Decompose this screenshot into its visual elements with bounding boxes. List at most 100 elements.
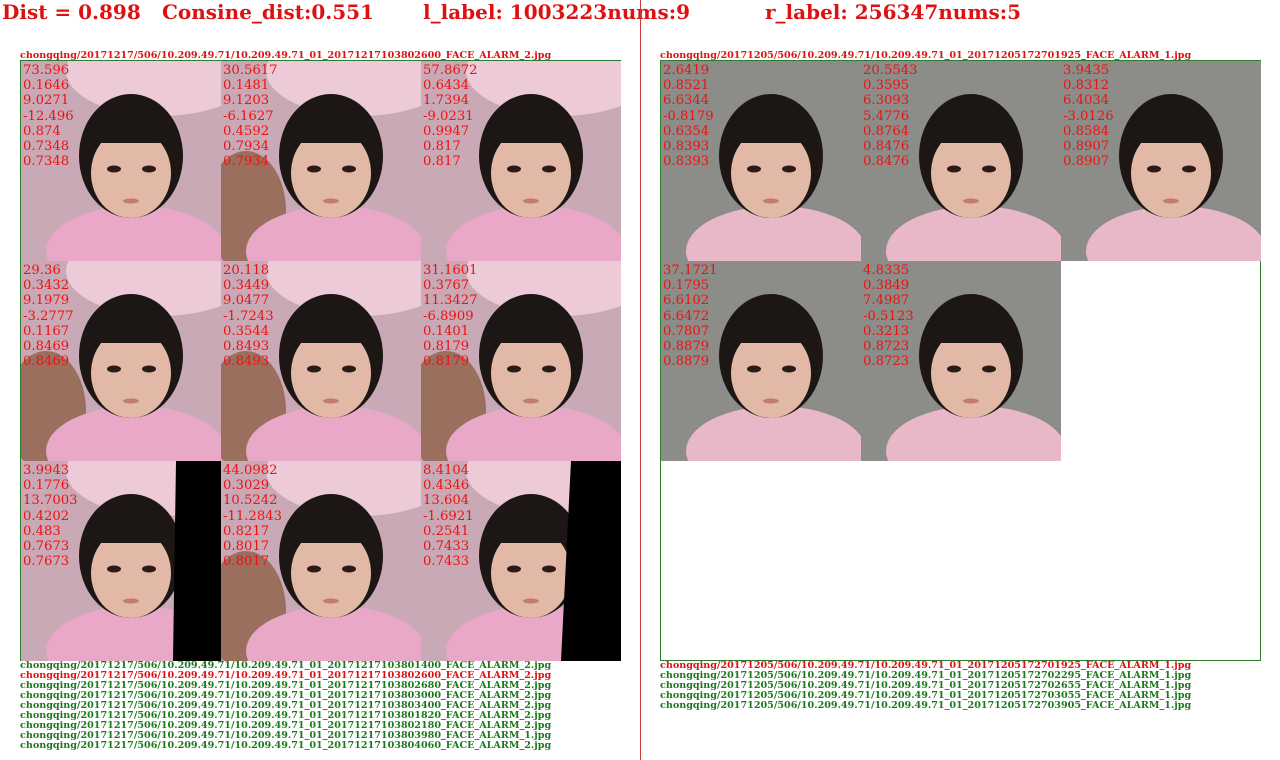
score-value: 0.7433 (423, 554, 470, 570)
score-values: 30.5617 0.1481 9.1203 -6.1627 0.4592 0.7934 0.… (223, 63, 278, 169)
score-value: 0.8393 (663, 154, 710, 170)
score-value: -0.8179 (663, 108, 714, 124)
score-value: 1.7394 (423, 93, 470, 109)
score-value: 0.8469 (23, 354, 70, 370)
file-name: chongqing/20171217/506/10.209.49.71/10.2… (20, 740, 552, 751)
score-value: -6.8909 (423, 308, 474, 324)
score-value: 73.596 (23, 63, 70, 78)
dist-score: Dist = 0.898 (2, 0, 141, 24)
score-value: 4.8335 (863, 263, 910, 278)
score-value: 0.2541 (423, 523, 470, 539)
score-value: 0.8907 (1063, 139, 1110, 155)
score-value: 0.3767 (423, 278, 470, 294)
score-value: 0.8476 (863, 139, 910, 155)
score-value: 8.4104 (423, 463, 470, 478)
score-value: 10.5242 (223, 493, 278, 509)
score-values: 29.36 0.3432 9.1979 -3.2777 0.1167 0.8469 0.84… (23, 263, 74, 369)
score-value: 0.483 (23, 523, 61, 539)
score-values: 44.0982 0.3029 10.5242 -11.2843 0.8217 0.8017… (223, 463, 282, 569)
score-value: 0.817 (423, 154, 461, 170)
score-value: 6.6344 (663, 93, 710, 109)
score-value: 9.1979 (23, 293, 70, 309)
left-face-cell: 20.118 0.3449 9.0477 -1.7243 0.3544 0.8493 0.8… (221, 261, 421, 461)
score-values: 4.8335 0.3849 7.4987 -0.5123 0.3213 0.8723 0.8… (863, 263, 914, 369)
score-value: 0.8879 (663, 354, 710, 370)
score-value: 0.6434 (423, 78, 470, 94)
score-value: 0.1167 (23, 323, 70, 339)
score-value: 13.604 (423, 493, 470, 509)
score-value: 0.8179 (423, 339, 470, 355)
left-label: l_label: 1003223nums:9 (423, 0, 691, 24)
score-value: 0.8879 (663, 339, 710, 355)
score-value: 0.8469 (23, 339, 70, 355)
score-value: 9.0477 (223, 293, 270, 309)
score-value: 0.3213 (863, 323, 910, 339)
score-value: 0.3029 (223, 478, 270, 494)
score-value: 3.9943 (23, 463, 70, 478)
score-value: 2.6419 (663, 63, 710, 78)
score-value: 0.7934 (223, 139, 270, 155)
score-value: 6.6472 (663, 308, 710, 324)
score-value: -3.2777 (23, 308, 74, 324)
right-query-filename: chongqing/20171205/506/10.209.49.71/10.2… (660, 50, 1192, 61)
score-value: 0.8179 (423, 354, 470, 370)
score-value: 20.118 (223, 263, 270, 278)
score-value: 0.8493 (223, 339, 270, 355)
right-face-cell: 4.8335 0.3849 7.4987 -0.5123 0.3213 0.8723 0.8… (861, 261, 1061, 461)
center-divider (640, 0, 641, 760)
score-value: -11.2843 (223, 508, 282, 524)
file-name: chongqing/20171205/506/10.209.49.71/10.2… (660, 680, 1192, 691)
score-value: 0.1481 (223, 78, 270, 94)
file-name: chongqing/20171205/506/10.209.49.71/10.2… (660, 670, 1192, 681)
score-value: -9.0231 (423, 108, 474, 124)
score-values: 73.596 0.1646 9.0271 -12.496 0.874 0.7348 0.73… (23, 63, 74, 169)
score-value: 6.3093 (863, 93, 910, 109)
left-face-cell: 8.4104 0.4346 13.604 -1.6921 0.2541 0.7433 0.7… (421, 461, 621, 661)
right-face-cell: 3.9435 0.8312 6.4034 -3.0126 0.8584 0.8907 0.8… (1061, 61, 1261, 261)
score-value: 0.8493 (223, 354, 270, 370)
left-face-cell: 44.0982 0.3029 10.5242 -11.2843 0.8217 0.8017… (221, 461, 421, 661)
score-value: 11.3427 (423, 293, 478, 309)
score-value: 0.6354 (663, 123, 710, 139)
score-value: 9.1203 (223, 93, 270, 109)
score-value: 0.8907 (1063, 154, 1110, 170)
left-image-grid: 73.596 0.1646 9.0271 -12.496 0.874 0.7348 0.73… (20, 60, 621, 661)
score-value: 0.8217 (223, 523, 270, 539)
left-face-cell: 57.8672 0.6434 1.7394 -9.0231 0.9947 0.817 0.8… (421, 61, 621, 261)
score-value: -1.6921 (423, 508, 474, 524)
score-value: 0.1776 (23, 478, 70, 494)
file-name: chongqing/20171217/506/10.209.49.71/10.2… (20, 720, 552, 731)
score-value: 0.4346 (423, 478, 470, 494)
score-value: 9.0271 (23, 93, 70, 109)
score-values: 8.4104 0.4346 13.604 -1.6921 0.2541 0.7433 0.7… (423, 463, 474, 569)
score-values: 31.1601 0.3767 11.3427 -6.8909 0.1401 0.8179 0… (423, 263, 478, 369)
score-value: 0.1795 (663, 278, 710, 294)
score-value: -6.1627 (223, 108, 274, 124)
score-value: 6.6102 (663, 293, 710, 309)
score-value: 0.7673 (23, 554, 70, 570)
score-value: 44.0982 (223, 463, 278, 478)
score-value: 0.8723 (863, 339, 910, 355)
score-values: 37.1721 0.1795 6.6102 6.6472 0.7807 0.8879 0.8… (663, 263, 718, 369)
file-name: chongqing/20171217/506/10.209.49.71/10.2… (20, 730, 552, 741)
score-value: 29.36 (23, 263, 61, 278)
score-value: 7.4987 (863, 293, 910, 309)
score-values: 2.6419 0.8521 6.6344 -0.8179 0.6354 0.8393 0.8… (663, 63, 714, 169)
score-value: 0.7807 (663, 323, 710, 339)
score-values: 3.9943 0.1776 13.7003 0.4202 0.483 0.7673 0.76… (23, 463, 78, 569)
file-name: chongqing/20171205/506/10.209.49.71/10.2… (660, 690, 1192, 701)
right-label: r_label: 256347nums:5 (765, 0, 1022, 24)
right-face-cell: 20.5543 0.3595 6.3093 5.4776 0.8764 0.8476 0.8… (861, 61, 1061, 261)
score-value: 0.7934 (223, 154, 270, 170)
score-value: 0.7348 (23, 139, 70, 155)
score-value: 0.8723 (863, 354, 910, 370)
score-value: -3.0126 (1063, 108, 1114, 124)
file-name: chongqing/20171217/506/10.209.49.71/10.2… (20, 670, 552, 681)
score-value: 0.874 (23, 123, 61, 139)
score-value: 0.8584 (1063, 123, 1110, 139)
left-query-filename: chongqing/20171217/506/10.209.49.71/10.2… (20, 50, 552, 61)
score-value: -1.7243 (223, 308, 274, 324)
score-values: 20.118 0.3449 9.0477 -1.7243 0.3544 0.8493 0.8… (223, 263, 274, 369)
score-value: 0.7673 (23, 539, 70, 555)
left-face-cell: 29.36 0.3432 9.1979 -3.2777 0.1167 0.8469 0.84… (21, 261, 221, 461)
